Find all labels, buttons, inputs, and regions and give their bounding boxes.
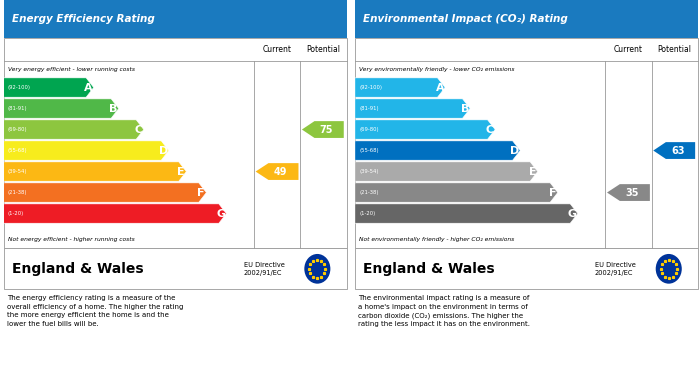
FancyBboxPatch shape [4, 38, 346, 248]
Polygon shape [355, 78, 445, 97]
Text: (69-80): (69-80) [359, 127, 379, 132]
Text: D: D [159, 145, 168, 156]
Polygon shape [653, 142, 695, 159]
Text: 35: 35 [625, 188, 638, 197]
Text: D: D [510, 145, 519, 156]
Text: Current: Current [614, 45, 643, 54]
Text: Not environmentally friendly - higher CO₂ emissions: Not environmentally friendly - higher CO… [359, 237, 514, 242]
Polygon shape [355, 141, 520, 160]
Text: Potential: Potential [307, 45, 340, 54]
Text: (92-100): (92-100) [359, 85, 382, 90]
Polygon shape [4, 78, 94, 97]
Text: E: E [528, 167, 536, 177]
Text: (21-38): (21-38) [359, 190, 379, 195]
Text: Energy Efficiency Rating: Energy Efficiency Rating [12, 14, 155, 24]
Text: Environmental Impact (CO₂) Rating: Environmental Impact (CO₂) Rating [363, 14, 568, 24]
Text: The environmental impact rating is a measure of
a home's impact on the environme: The environmental impact rating is a mea… [358, 295, 531, 327]
Polygon shape [4, 120, 144, 139]
Polygon shape [355, 120, 495, 139]
FancyBboxPatch shape [355, 248, 698, 289]
Text: (39-54): (39-54) [8, 169, 27, 174]
Text: EU Directive
2002/91/EC: EU Directive 2002/91/EC [595, 262, 636, 276]
Text: (69-80): (69-80) [8, 127, 27, 132]
Text: (39-54): (39-54) [359, 169, 379, 174]
Text: F: F [197, 188, 205, 197]
Text: The energy efficiency rating is a measure of the
overall efficiency of a home. T: The energy efficiency rating is a measur… [7, 295, 183, 327]
FancyBboxPatch shape [355, 0, 698, 38]
Text: B: B [109, 104, 118, 113]
Polygon shape [256, 163, 298, 180]
Text: 49: 49 [274, 167, 287, 177]
Circle shape [656, 254, 682, 284]
Polygon shape [4, 141, 169, 160]
Text: C: C [486, 124, 494, 135]
Polygon shape [4, 162, 186, 181]
Text: England & Wales: England & Wales [363, 262, 495, 276]
FancyBboxPatch shape [4, 248, 346, 289]
Polygon shape [4, 183, 206, 202]
Text: (81-91): (81-91) [359, 106, 379, 111]
Polygon shape [355, 204, 578, 223]
Text: (92-100): (92-100) [8, 85, 31, 90]
Polygon shape [4, 99, 119, 118]
Polygon shape [355, 99, 470, 118]
Text: (55-68): (55-68) [8, 148, 27, 153]
Text: (55-68): (55-68) [359, 148, 379, 153]
Polygon shape [4, 204, 226, 223]
Text: F: F [549, 188, 557, 197]
FancyBboxPatch shape [355, 38, 698, 248]
Text: Potential: Potential [658, 45, 692, 54]
Text: B: B [461, 104, 469, 113]
Text: 63: 63 [671, 145, 685, 156]
Text: EU Directive
2002/91/EC: EU Directive 2002/91/EC [244, 262, 284, 276]
Text: A: A [84, 83, 92, 93]
Text: G: G [216, 208, 225, 219]
Text: Very environmentally friendly - lower CO₂ emissions: Very environmentally friendly - lower CO… [359, 68, 514, 72]
Text: C: C [134, 124, 143, 135]
Text: England & Wales: England & Wales [12, 262, 144, 276]
Text: 75: 75 [319, 124, 333, 135]
Polygon shape [355, 162, 538, 181]
Polygon shape [302, 121, 344, 138]
Polygon shape [607, 184, 650, 201]
Text: A: A [435, 83, 444, 93]
Text: (1-20): (1-20) [359, 211, 375, 216]
Circle shape [304, 254, 330, 284]
Text: E: E [177, 167, 185, 177]
Text: G: G [568, 208, 577, 219]
Text: Not energy efficient - higher running costs: Not energy efficient - higher running co… [8, 237, 134, 242]
Text: (81-91): (81-91) [8, 106, 27, 111]
Text: Very energy efficient - lower running costs: Very energy efficient - lower running co… [8, 68, 134, 72]
FancyBboxPatch shape [4, 0, 346, 38]
Text: Current: Current [262, 45, 291, 54]
Polygon shape [355, 183, 558, 202]
Text: (21-38): (21-38) [8, 190, 27, 195]
Text: (1-20): (1-20) [8, 211, 24, 216]
